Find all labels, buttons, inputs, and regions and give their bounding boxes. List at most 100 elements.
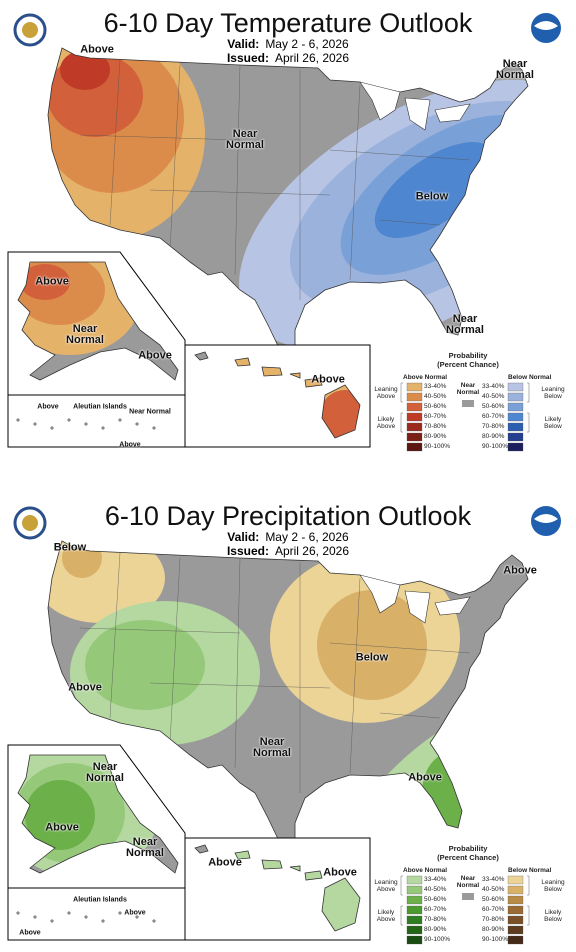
legend-swatch [406,905,423,915]
island [84,422,88,426]
legend-swatch [406,402,423,412]
legend-range: 60-70% [424,906,447,913]
legend-range: 90-100% [424,936,451,943]
island [135,422,139,426]
island [16,911,20,915]
state-line [379,219,441,226]
legend-range: 70-80% [482,423,505,430]
legend-subtitle: (Percent Chance) [437,853,499,862]
region-label: Above [80,43,114,56]
legend-swatch [406,422,423,432]
noaa-logo-bird [534,514,558,523]
hawaii-box [184,837,371,941]
state-line [149,682,331,689]
probability-zone [422,753,478,833]
legend-swatch [406,875,423,885]
region-label: Below [415,190,449,203]
legend-range: 50-60% [424,403,447,410]
legend-range: 40-50% [482,393,505,400]
legend-range: 90-100% [482,443,509,450]
label: Issued: [226,544,269,558]
island [152,426,156,430]
legend-range: 50-60% [424,896,447,903]
region-label: Above [408,771,442,784]
legend-brace [400,382,403,403]
region-label: Aleutian Islands [73,403,127,411]
legend-side: Likely Above [376,909,396,923]
legend-swatch [507,402,524,412]
legend-range: 40-50% [482,886,505,893]
state-line [234,557,241,769]
region-label: Above [124,909,146,917]
island [118,911,122,915]
legend-range: 33-40% [482,876,505,883]
legend-brace [527,875,530,896]
state-line [109,552,121,719]
legend-swatch [507,915,524,925]
region-label: Below [355,651,389,664]
legend-side: Likely Above [376,416,396,430]
legend-range: 90-100% [424,443,451,450]
hawaii-box [184,344,371,448]
label: Valid: [227,530,260,544]
region-label: Near Normal [226,128,264,151]
label: Issued: [226,51,269,65]
legend-swatch [507,392,524,402]
legend-range: 33-40% [424,383,447,390]
state-line [349,84,361,281]
legend-side: Leaning Above [374,386,398,400]
legend-swatch [406,935,423,945]
legend-swatch [406,412,423,422]
date: May 2 - 6, 2026 [265,37,349,51]
region-label: Above [208,856,242,869]
legend-swatch [406,392,423,402]
legend-swatch [507,382,524,392]
island [50,919,54,923]
legend-swatch [406,895,423,905]
legend-brace [400,875,403,896]
legend-swatch [507,935,524,945]
legend-brace [527,905,530,926]
region-label: Above [68,681,102,694]
state-line [169,64,181,251]
region-label: Above [119,441,141,449]
doc-logo-inner [22,515,38,531]
valid-line: Valid: May 2 - 6, 2026 [0,37,576,51]
legend-side: Likely Below [544,909,562,923]
legend-range: 80-90% [424,433,447,440]
issued-line: Issued: April 26, 2026 [0,51,576,65]
legend-range: 70-80% [424,423,447,430]
legend-side: Likely Below [544,416,562,430]
legend-range: 70-80% [424,916,447,923]
legend-header: Below Normal [508,374,552,381]
legend-swatch [406,885,423,895]
legend-range: 40-50% [424,393,447,400]
island [67,911,71,915]
state-line [109,59,121,226]
legend-range: 60-70% [482,906,505,913]
state-line [349,577,361,774]
legend-header: Below Normal [508,867,552,874]
region-label: Near Normal [86,761,124,784]
region-label: Near Normal [129,408,171,416]
island [84,915,88,919]
probability-zone [374,142,496,238]
noaa-logo-bird [534,21,558,30]
legend-range: 80-90% [482,926,505,933]
legend-brace [400,905,403,926]
state-line [169,557,181,744]
state-line [79,627,241,634]
island [101,426,105,430]
probability-zone [317,590,427,700]
hawaii-outline [194,844,361,932]
legend-title: Probability [448,351,488,360]
legend-swatch [406,925,423,935]
legend-swatch [507,442,524,452]
legend-brace [527,382,530,403]
legend-swatch [507,905,524,915]
date: April 26, 2026 [274,544,350,558]
legend-swatch [507,885,524,895]
island [33,422,37,426]
legend-swatch [507,875,524,885]
